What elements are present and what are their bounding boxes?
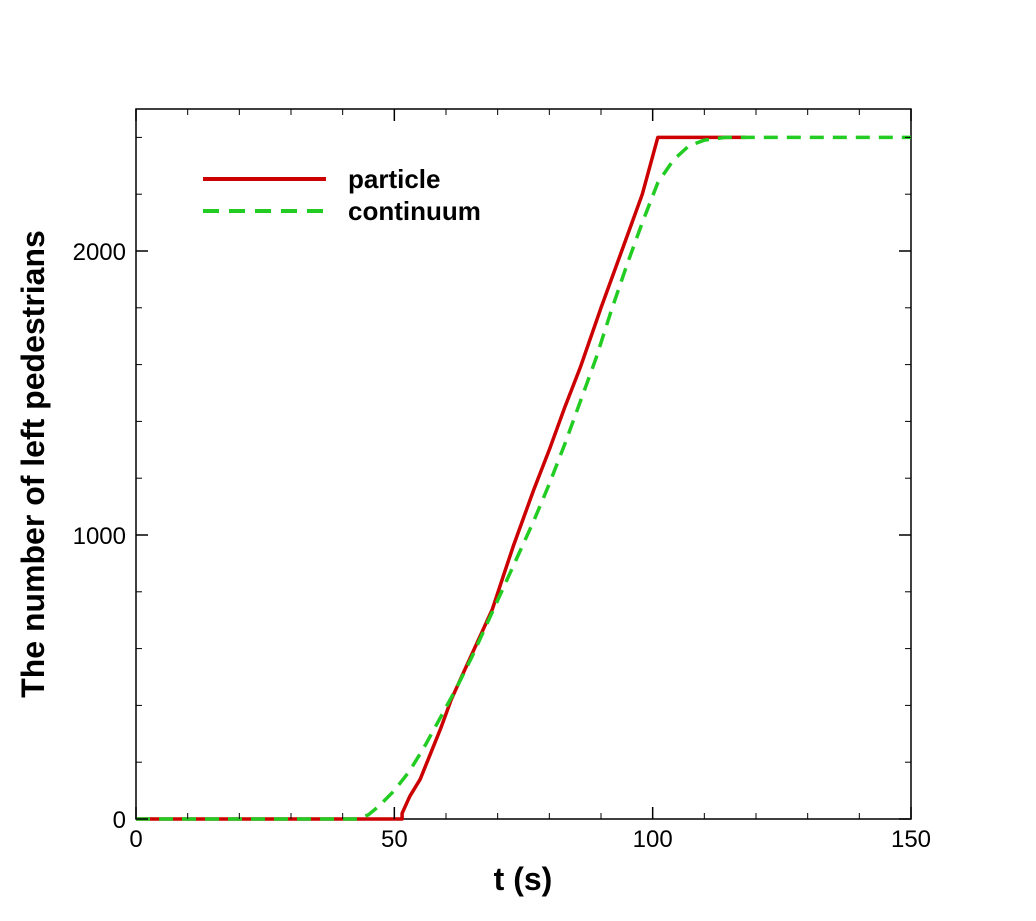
series-layer	[136, 135, 911, 821]
legend-label-continuum: continuum	[348, 196, 481, 226]
y-tick-label: 2000	[73, 239, 126, 266]
series-line-particle	[136, 135, 746, 821]
y-axis-title: The number of left pedestrians	[15, 230, 51, 698]
x-tick-label: 100	[633, 826, 673, 853]
legend: particle continuum	[203, 164, 481, 226]
legend-label-particle: particle	[348, 164, 441, 194]
x-tick-label: 0	[129, 826, 142, 853]
x-axis-title: t (s)	[494, 861, 553, 897]
x-tick-label: 50	[381, 826, 408, 853]
tick-layer: 0 50 100 150 0 1000 2000	[73, 109, 931, 853]
series-line-continuum	[136, 135, 911, 821]
y-tick-label: 0	[113, 807, 126, 834]
y-tick-label: 1000	[73, 523, 126, 550]
plot-frame	[135, 108, 912, 820]
x-tick-label: 150	[891, 826, 931, 853]
